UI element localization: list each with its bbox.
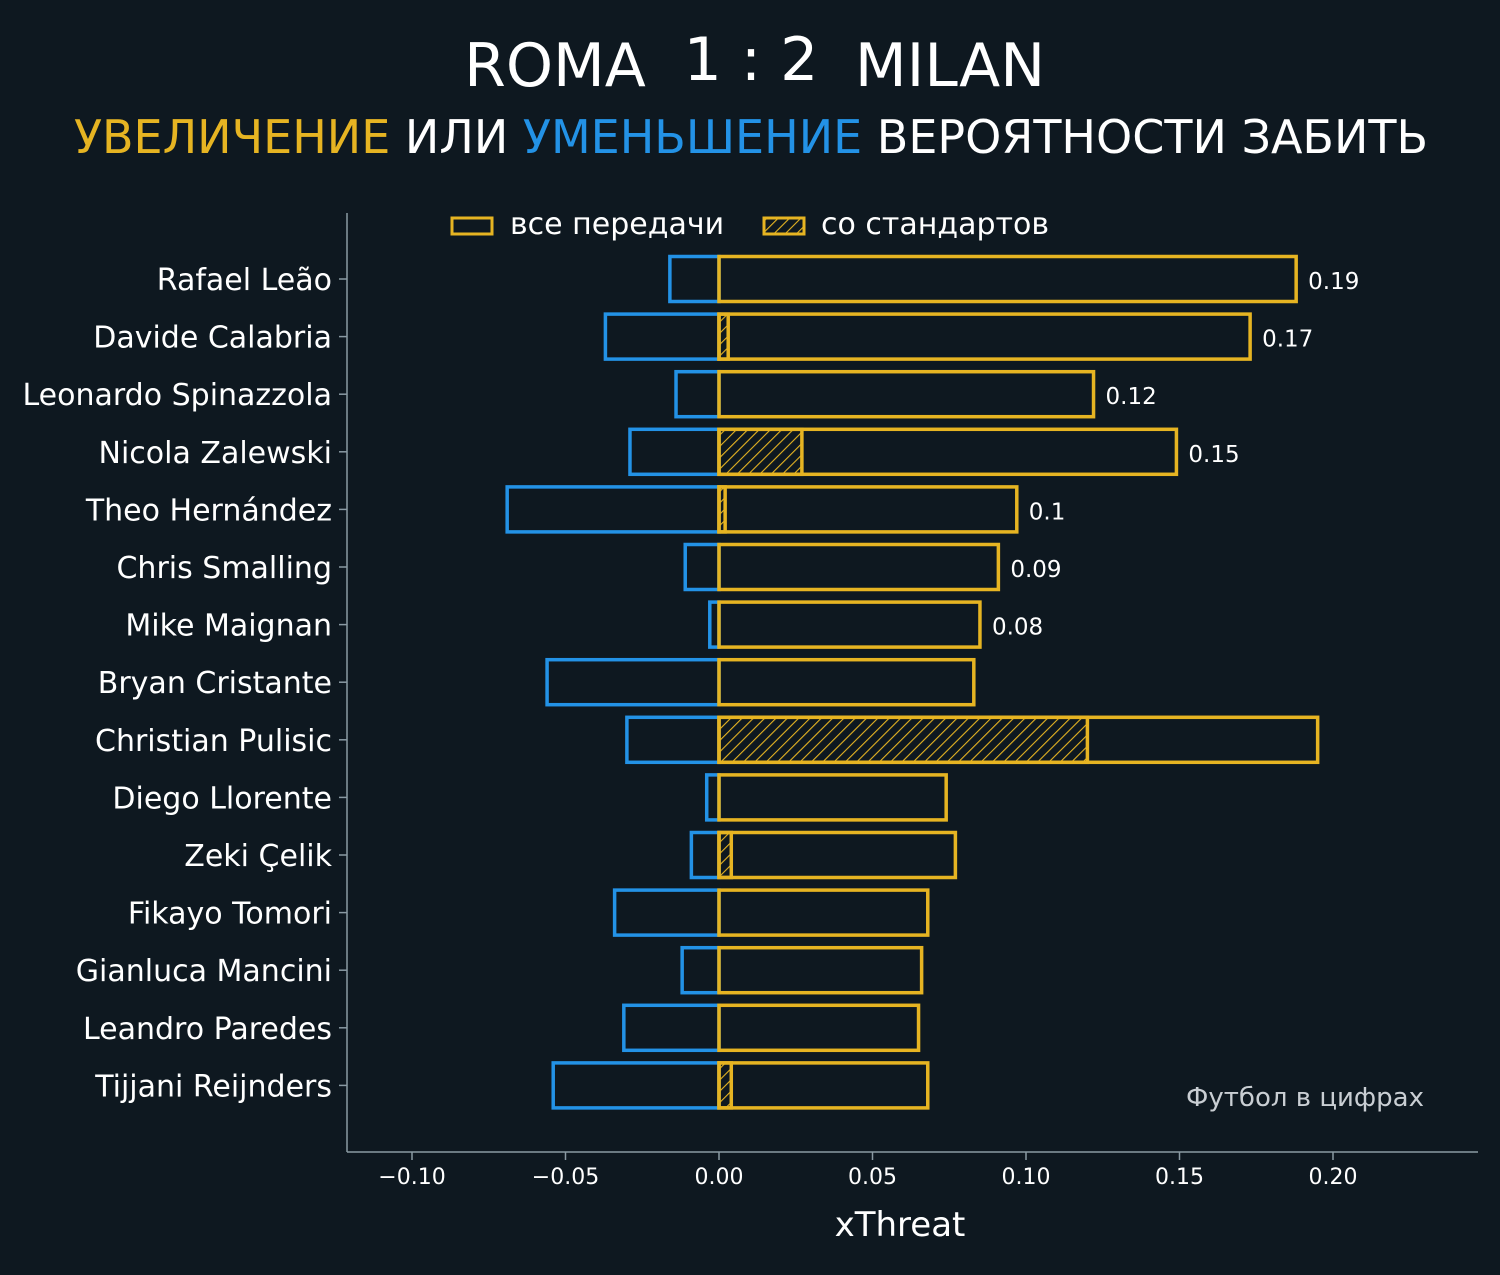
bar-increase xyxy=(717,1061,930,1110)
subtitle-increase: УВЕЛИЧЕНИЕ xyxy=(74,110,390,164)
data-label: 0.08 xyxy=(992,615,1043,641)
bar-increase xyxy=(717,254,1298,304)
bar-decrease xyxy=(668,254,721,304)
bar-decrease xyxy=(505,485,721,534)
credit-text: Футбол в цифрах xyxy=(1186,1083,1424,1113)
bar-increase xyxy=(717,830,958,880)
player-label: Bryan Cristante xyxy=(98,666,332,701)
bar-decrease xyxy=(689,830,721,880)
bar-decrease xyxy=(612,888,721,937)
legend-swatch-set-pieces xyxy=(762,216,806,236)
x-tick-label: 0.00 xyxy=(695,1165,744,1190)
bar-increase xyxy=(717,945,924,995)
team-home: ROMA xyxy=(464,31,646,101)
bar-set-pieces xyxy=(717,427,804,477)
subtitle: УВЕЛИЧЕНИЕ ИЛИ УМЕНЬШЕНИЕ ВЕРОЯТНОСТИ ЗА… xyxy=(74,110,1428,164)
player-label: Rafael Leão xyxy=(157,263,332,298)
player-label: Leonardo Spinazzola xyxy=(22,378,332,413)
bar-decrease xyxy=(622,1003,721,1053)
x-tick-label: 0.10 xyxy=(1002,1165,1051,1190)
player-label: Leandro Paredes xyxy=(83,1012,332,1047)
player-label: Nicola Zalewski xyxy=(99,436,332,471)
bar-increase xyxy=(717,888,930,937)
player-label: Christian Pulisic xyxy=(95,724,332,759)
data-label: 0.19 xyxy=(1308,269,1359,295)
legend-label-set-pieces: со стандартов xyxy=(821,207,1049,242)
player-label: Fikayo Tomori xyxy=(128,897,332,932)
player-label: Tijjani Reijnders xyxy=(94,1069,332,1104)
x-tick-label: −0.10 xyxy=(378,1165,445,1190)
x-tick-label: 0.20 xyxy=(1309,1165,1358,1190)
bar-decrease xyxy=(625,715,721,765)
bar-set-pieces xyxy=(717,715,1090,765)
bar-decrease xyxy=(545,657,721,707)
x-tick-label: −0.05 xyxy=(532,1165,599,1190)
player-label: Zeki Çelik xyxy=(184,839,332,874)
bar-decrease xyxy=(704,773,721,822)
bar-increase xyxy=(717,1003,921,1053)
bar-decrease xyxy=(603,312,721,361)
bar-decrease xyxy=(674,369,721,419)
player-label: Gianluca Mancini xyxy=(76,954,332,989)
subtitle-decrease: УМЕНЬШЕНИЕ xyxy=(523,110,862,164)
data-label: 0.1 xyxy=(1029,499,1066,525)
data-label: 0.09 xyxy=(1010,557,1061,583)
bar-decrease xyxy=(683,542,721,592)
bar-set-pieces xyxy=(717,830,734,880)
bar-increase xyxy=(717,369,1096,419)
bar-decrease xyxy=(628,427,721,477)
subtitle-or: ИЛИ xyxy=(390,110,523,164)
bar-increase xyxy=(717,600,982,649)
player-label: Mike Maignan xyxy=(125,609,332,644)
x-tick-label: 0.05 xyxy=(848,1165,897,1190)
team-away: MILAN xyxy=(855,31,1045,101)
legend-swatch-all-passes xyxy=(450,216,494,236)
subtitle-rest: ВЕРОЯТНОСТИ ЗАБИТЬ xyxy=(862,110,1428,164)
x-axis-label: xThreat xyxy=(835,1205,966,1245)
data-label: 0.12 xyxy=(1106,384,1157,410)
bar-increase xyxy=(717,485,1019,534)
player-label: Davide Calabria xyxy=(93,321,332,356)
legend: все передачи со стандартов xyxy=(450,207,1049,242)
x-tick-label: 0.15 xyxy=(1155,1165,1204,1190)
player-label: Chris Smalling xyxy=(116,551,332,586)
data-label: 0.17 xyxy=(1262,327,1313,353)
bar-increase xyxy=(717,312,1252,361)
bar-increase xyxy=(717,657,976,707)
player-label: Diego Llorente xyxy=(112,781,332,816)
player-label: Theo Hernández xyxy=(85,493,332,528)
bar-increase xyxy=(717,773,948,822)
data-label: 0.15 xyxy=(1188,442,1239,468)
plot-area: −0.10 −0.05 0.00 0.05 0.10 0.15 0.20 Rafael Leã… xyxy=(22,254,1359,1190)
bar-increase xyxy=(717,542,1001,592)
bar-decrease xyxy=(551,1061,721,1110)
legend-label-all-passes: все передачи xyxy=(510,207,724,242)
bar-increase xyxy=(717,715,1320,765)
score: 1 : 2 xyxy=(684,25,819,95)
bar-increase xyxy=(717,427,1179,477)
bar-decrease xyxy=(680,945,721,995)
bar-set-pieces xyxy=(717,1061,734,1110)
